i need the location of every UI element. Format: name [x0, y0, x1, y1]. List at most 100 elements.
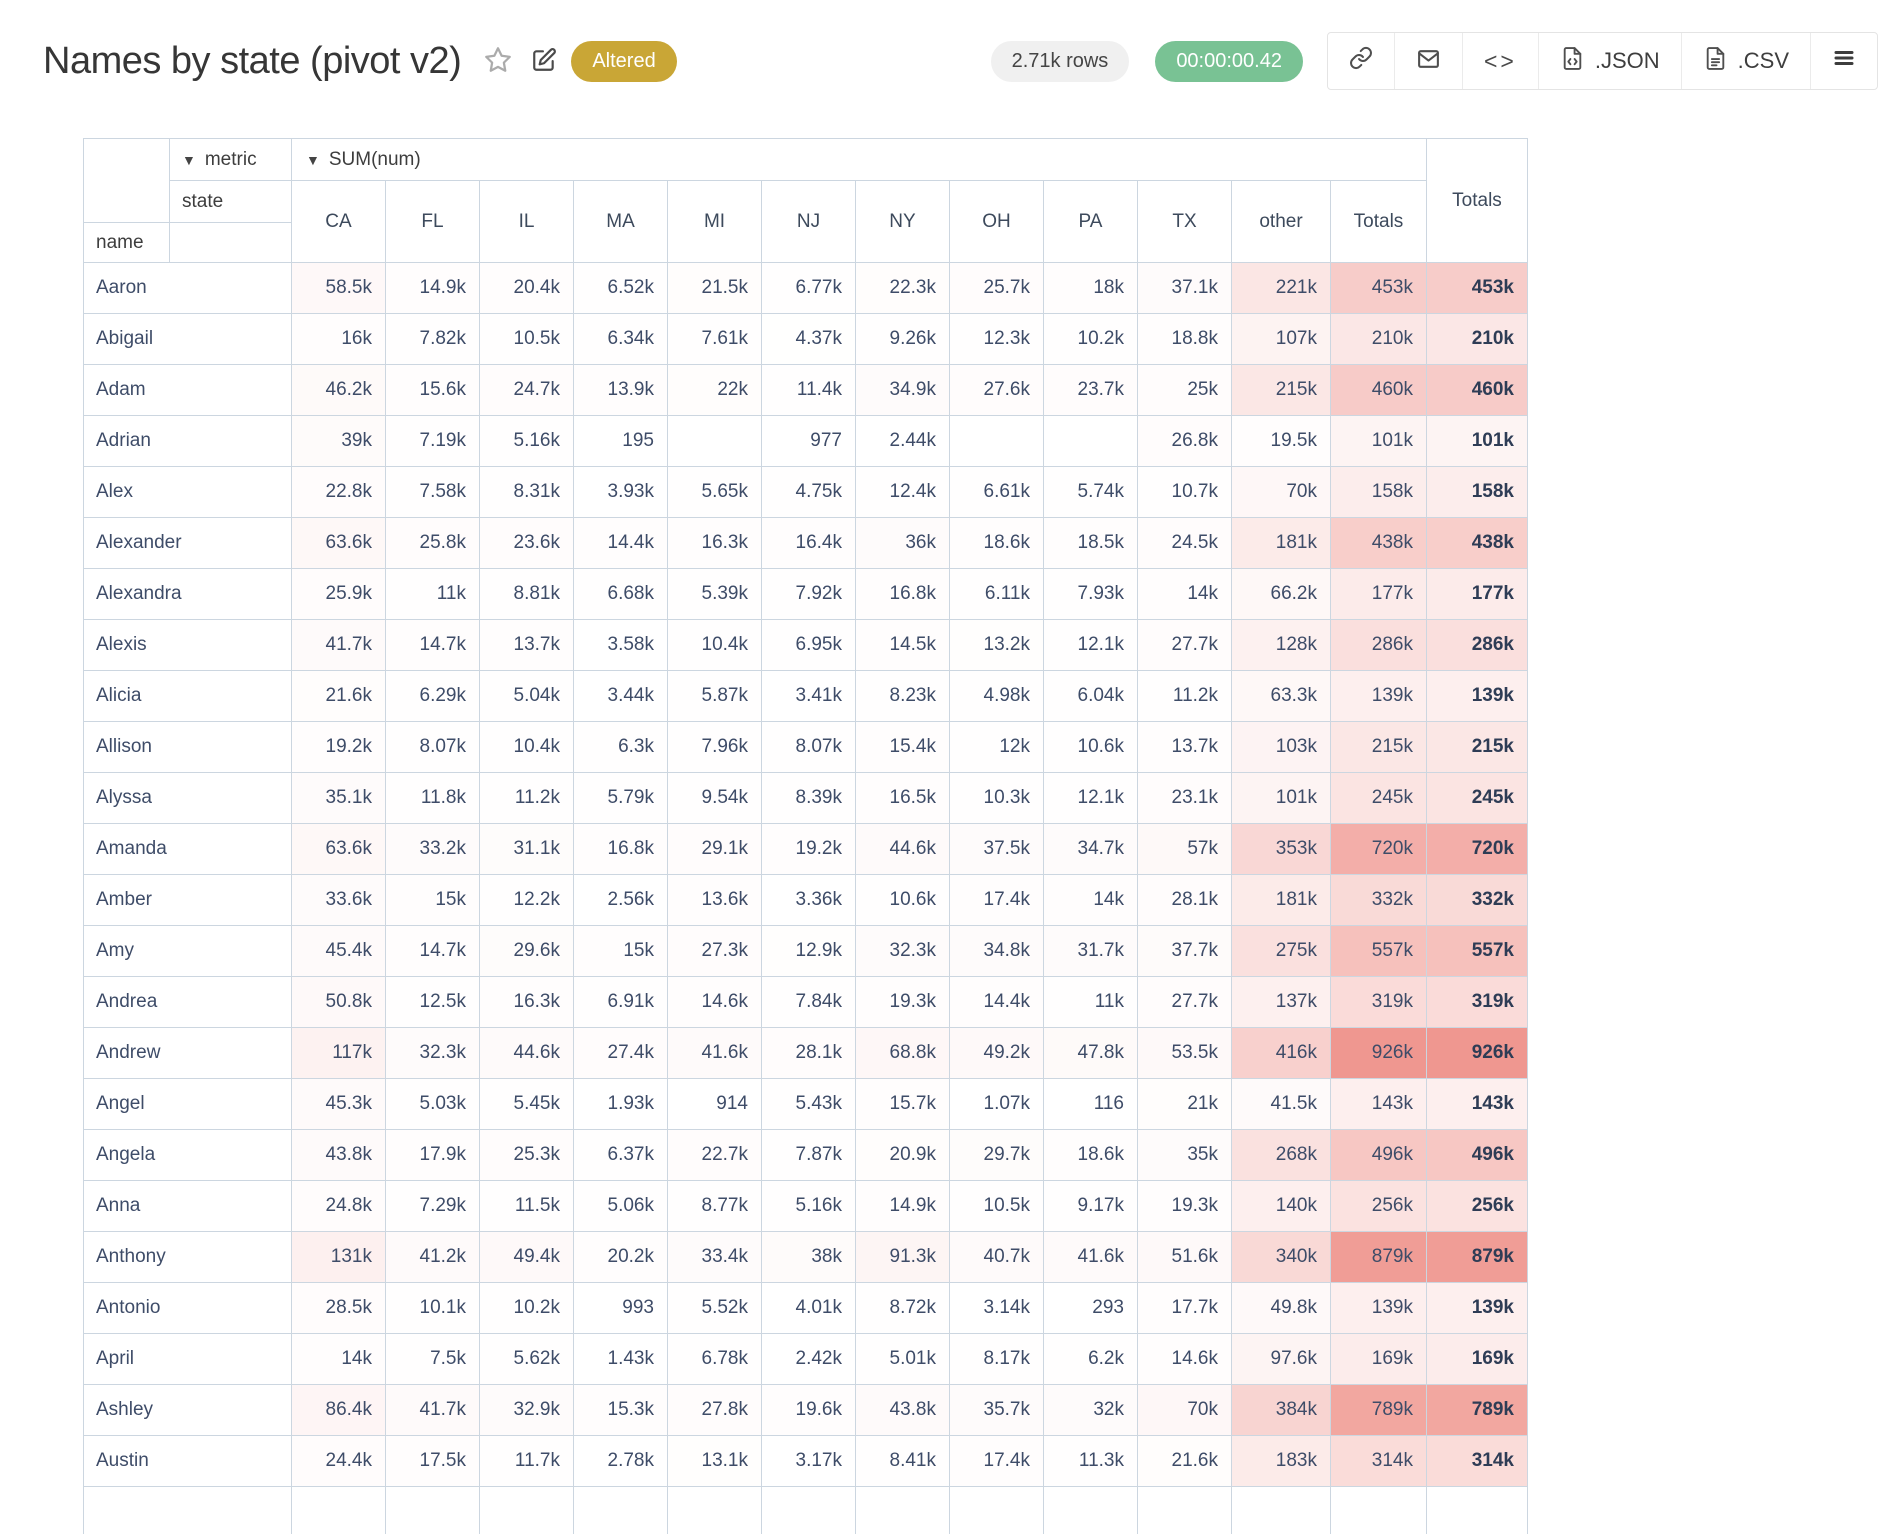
pivot-value-cell: 8.23k: [855, 670, 950, 722]
pivot-value-cell: 7.61k: [667, 313, 762, 365]
row-grand-total-cell: 496k: [1426, 1129, 1528, 1181]
table-row: Alexis 41.7k 14.7k 13.7k 3.58k 10.4k 6.95k 14.5…: [83, 619, 1528, 671]
pivot-value-cell: 18.6k: [949, 517, 1044, 569]
metric-value-label: SUM(num): [328, 148, 421, 170]
column-header-fl: FL: [385, 180, 480, 263]
metric-value-header: ▼ SUM(num): [291, 138, 1427, 181]
pivot-value-cell: 16.5k: [855, 772, 950, 824]
table-row: Andrea 50.8k 12.5k 16.3k 6.91k 14.6k 7.84k 19.3…: [83, 976, 1528, 1028]
table-row: Alexander 63.6k 25.8k 23.6k 14.4k 16.3k 16.4k 3…: [83, 517, 1528, 569]
pivot-value-cell: 4.37k: [761, 313, 856, 365]
pivot-value-cell: 103k: [1231, 721, 1331, 773]
pivot-value-cell: 34.9k: [855, 364, 950, 416]
pivot-value-cell: 15.4k: [855, 721, 950, 773]
pivot-value-cell: 11.5k: [479, 1180, 574, 1232]
pivot-value-cell: 9.17k: [1043, 1180, 1138, 1232]
pivot-value-cell: 5.43k: [761, 1078, 856, 1130]
share-link-button[interactable]: [1327, 33, 1394, 89]
table-row: Abigail 16k 7.82k 10.5k 6.34k 7.61k 4.37k 9.26k…: [83, 313, 1528, 365]
sort-arrow-icon[interactable]: ▼: [306, 151, 320, 168]
pivot-value-cell: 8.81k: [479, 568, 574, 620]
pivot-value-cell: 16.3k: [479, 976, 574, 1028]
pivot-value-cell: 5.79k: [573, 772, 668, 824]
row-grand-total-cell: 319k: [1426, 976, 1528, 1028]
table-row: Angela 43.8k 17.9k 25.3k 6.37k 22.7k 7.87k 20.9…: [83, 1129, 1528, 1181]
row-grand-total-cell: 245k: [1426, 772, 1528, 824]
pivot-value-cell: 3.58k: [573, 619, 668, 671]
table-row: Angel 45.3k 5.03k 5.45k 1.93k 914 5.43k 15.7k 1.…: [83, 1078, 1528, 1130]
row-total-cell: 557k: [1330, 925, 1427, 977]
pivot-value-cell: 221k: [1231, 262, 1331, 314]
row-grand-total-cell: 215k: [1426, 721, 1528, 773]
pivot-value-cell: 14.4k: [949, 976, 1044, 1028]
favorite-star-button[interactable]: [483, 45, 513, 78]
pivot-value-cell: 20.4k: [479, 262, 574, 314]
pivot-value-cell: [479, 1486, 574, 1534]
pivot-value-cell: 27.3k: [667, 925, 762, 977]
menu-button[interactable]: [1810, 33, 1877, 89]
embed-code-button[interactable]: <>: [1461, 33, 1538, 89]
pivot-value-cell: 5.87k: [667, 670, 762, 722]
pivot-value-cell: 1.07k: [949, 1078, 1044, 1130]
column-header-nj: NJ: [761, 180, 856, 263]
pivot-value-cell: 36k: [855, 517, 950, 569]
pivot-value-cell: 131k: [291, 1231, 386, 1283]
pivot-value-cell: 13.7k: [1137, 721, 1232, 773]
pivot-value-cell: 12.3k: [949, 313, 1044, 365]
sort-arrow-icon[interactable]: ▼: [182, 151, 196, 168]
pivot-value-cell: 17.7k: [1137, 1282, 1232, 1334]
pivot-value-cell: 44.6k: [479, 1027, 574, 1079]
pivot-value-cell: 6.04k: [1043, 670, 1138, 722]
pivot-value-cell: 8.07k: [761, 721, 856, 773]
pivot-value-cell: 2.56k: [573, 874, 668, 926]
pivot-value-cell: 7.84k: [761, 976, 856, 1028]
row-grand-total-cell: 332k: [1426, 874, 1528, 926]
row-total-cell: 453k: [1330, 262, 1427, 314]
pivot-value-cell: 128k: [1231, 619, 1331, 671]
pivot-value-cell: 57k: [1137, 823, 1232, 875]
row-grand-total-cell: 286k: [1426, 619, 1528, 671]
row-total-cell: 926k: [1330, 1027, 1427, 1079]
pivot-value-cell: 8.17k: [949, 1333, 1044, 1385]
row-total-cell: 460k: [1330, 364, 1427, 416]
email-button[interactable]: [1393, 33, 1462, 89]
pivot-value-cell: 416k: [1231, 1027, 1331, 1079]
row-label: Anna: [83, 1180, 292, 1232]
pivot-value-cell: [761, 1486, 856, 1534]
pivot-value-cell: 16.8k: [855, 568, 950, 620]
hamburger-icon: [1832, 46, 1856, 76]
pivot-value-cell: 45.4k: [291, 925, 386, 977]
file-csv-icon: [1703, 46, 1728, 77]
pivot-value-cell: 8.77k: [667, 1180, 762, 1232]
pivot-value-cell: 15.7k: [855, 1078, 950, 1130]
pivot-value-cell: 24.5k: [1137, 517, 1232, 569]
pivot-value-cell: 10.4k: [479, 721, 574, 773]
row-label: Alexander: [83, 517, 292, 569]
pivot-value-cell: 17.9k: [385, 1129, 480, 1181]
table-row: Amanda 63.6k 33.2k 31.1k 16.8k 29.1k 19.2k 44.6…: [83, 823, 1528, 875]
pivot-value-cell: 41.5k: [1231, 1078, 1331, 1130]
pivot-value-cell: 49.2k: [949, 1027, 1044, 1079]
pivot-value-cell: 27.7k: [1137, 976, 1232, 1028]
state-header-row: state CA FL IL MA MI NJ NY OH PA TX other Totals: [84, 180, 1528, 263]
pivot-value-cell: 11.2k: [479, 772, 574, 824]
download-json-button[interactable]: .JSON: [1537, 33, 1681, 89]
pivot-value-cell: 914: [667, 1078, 762, 1130]
pivot-value-cell: 51.6k: [1137, 1231, 1232, 1283]
row-label: Anthony: [83, 1231, 292, 1283]
edit-name-button[interactable]: [531, 47, 557, 76]
row-label: Andrew: [83, 1027, 292, 1079]
pivot-value-cell: 14.6k: [667, 976, 762, 1028]
row-grand-total-cell: 256k: [1426, 1180, 1528, 1232]
metric-axis-label-cell: ▼ metric: [169, 138, 292, 181]
pivot-value-cell: 31.1k: [479, 823, 574, 875]
pivot-value-cell: 21.5k: [667, 262, 762, 314]
table-row: Adrian 39k 7.19k 5.16k 195 977 2.44k 26.8k 19.5k…: [83, 415, 1528, 467]
row-label: Antonio: [83, 1282, 292, 1334]
download-csv-button[interactable]: .CSV: [1680, 33, 1810, 89]
row-grand-total-cell: 101k: [1426, 415, 1528, 467]
row-total-cell: 319k: [1330, 976, 1427, 1028]
pivot-value-cell: 2.42k: [761, 1333, 856, 1385]
pivot-value-cell: 13.7k: [479, 619, 574, 671]
row-total-cell: 789k: [1330, 1384, 1427, 1436]
